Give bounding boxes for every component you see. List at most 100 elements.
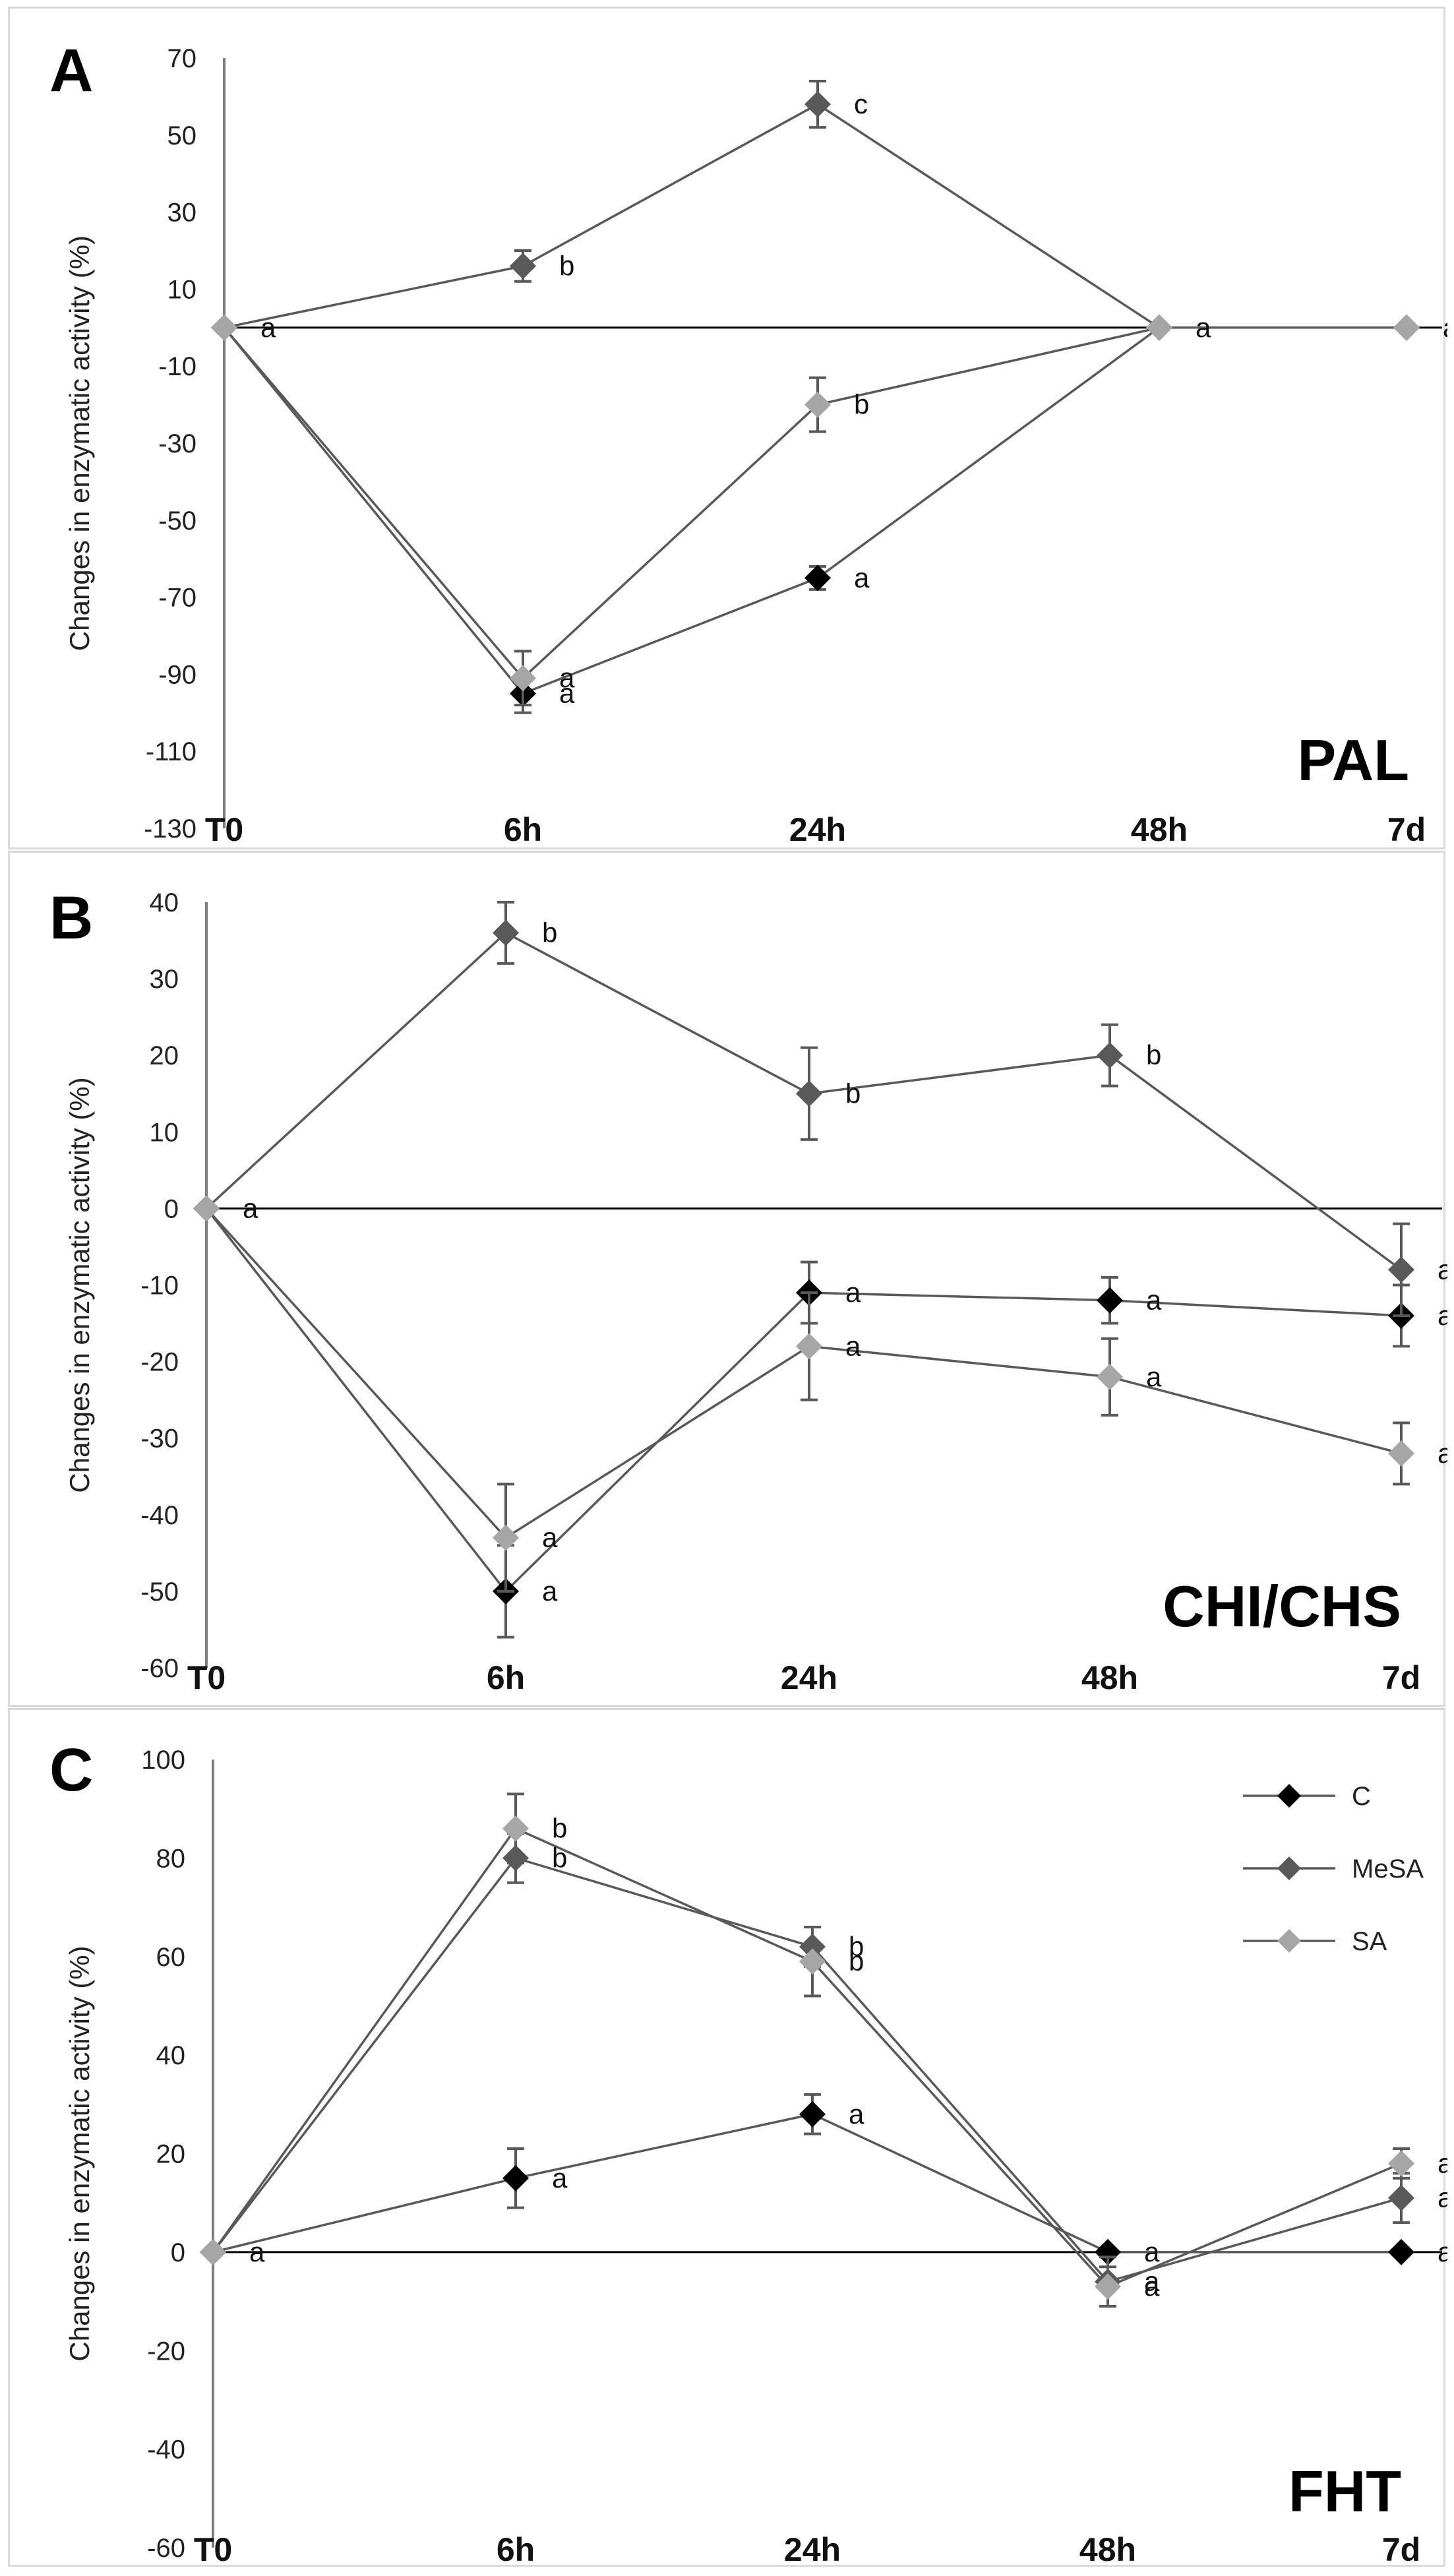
significance-letter: a — [559, 678, 575, 709]
marker-sa — [1146, 314, 1172, 341]
marker-mesa — [796, 1080, 822, 1107]
y-tick-label: -40 — [147, 2436, 185, 2465]
significance-letter: a — [1196, 312, 1211, 343]
x-tick-label: T0 — [194, 2531, 232, 2568]
marker-sa — [211, 314, 237, 341]
significance-letter: b — [854, 389, 869, 420]
x-tick-label: T0 — [187, 1659, 226, 1696]
significance-letter: b — [552, 1842, 567, 1873]
panel-letter: B — [49, 884, 93, 952]
marker-sa — [1388, 1440, 1414, 1467]
chart-panel-c: 100 80 60 40 20 0 -20 -40 -60 T0 6h 24h 48h 7d Changes… — [8, 1708, 1447, 2568]
y-tick-label: -110 — [146, 737, 197, 766]
y-tick-label: -10 — [140, 1272, 179, 1301]
x-tick-label: 24h — [781, 1659, 837, 1696]
marker-sa — [1388, 2150, 1414, 2177]
significance-letter: a — [1438, 2147, 1447, 2178]
significance-letter: a — [1146, 1285, 1162, 1316]
significance-letter: a — [1438, 2182, 1447, 2213]
x-tick-label: 7d — [1382, 1659, 1420, 1696]
chart-panel-a: 70 50 30 10 -10 -30 -50 -70 -90 -110 -130 T0 6h 24h 48… — [8, 7, 1447, 849]
significance-letter: a — [845, 1330, 861, 1361]
x-tick-label: 6h — [487, 1659, 525, 1696]
chart-title: PAL — [1298, 727, 1409, 793]
x-tick-label: 6h — [504, 811, 542, 848]
marker-c — [804, 565, 831, 592]
y-axis-title: Changes in enzymatic activity (%) — [64, 1077, 95, 1492]
marker-mesa — [804, 91, 831, 118]
x-tick-label: 48h — [1081, 1659, 1138, 1696]
legend-label: C — [1352, 1782, 1371, 1811]
significance-letter: b — [542, 917, 557, 948]
y-tick-label: 10 — [150, 1118, 179, 1147]
significance-letter: b — [845, 1078, 861, 1109]
marker-sa — [510, 665, 536, 692]
y-tick-label: 50 — [167, 121, 197, 150]
y-tick-label: -30 — [158, 429, 197, 458]
significance-letter: a — [854, 562, 870, 593]
significance-letter: a — [559, 662, 575, 693]
y-tick-label: -40 — [140, 1501, 179, 1530]
marker-mesa — [493, 919, 519, 946]
significance-letter: a — [849, 2099, 864, 2130]
y-tick-label: -90 — [158, 660, 197, 689]
significance-letter: a — [243, 1192, 258, 1223]
y-tick-label: -20 — [147, 2337, 185, 2366]
marker-sa — [1393, 314, 1420, 341]
significance-letter: a — [1146, 1361, 1162, 1392]
y-tick-label: -60 — [147, 2534, 185, 2563]
y-tick-label: 20 — [150, 1041, 179, 1070]
significance-letter: a — [1438, 1300, 1447, 1331]
legend-label: MeSA — [1352, 1855, 1424, 1884]
y-tick-label: -70 — [158, 584, 197, 613]
significance-letter: a — [249, 2236, 265, 2267]
x-tick-label: 7d — [1382, 2531, 1420, 2568]
series-line-sa — [205, 1208, 1402, 1539]
marker-mesa — [1388, 2184, 1414, 2211]
significance-letter: a — [542, 1576, 558, 1607]
y-tick-label: 70 — [167, 44, 197, 73]
x-tick-label: 48h — [1079, 2531, 1136, 2568]
significance-letter: a — [260, 312, 276, 343]
y-tick-label: -130 — [144, 814, 197, 843]
series-line-mesa — [212, 1856, 1402, 2283]
y-tick-label: 0 — [164, 1194, 179, 1223]
y-tick-label: 100 — [141, 1746, 185, 1775]
significance-letter: b — [849, 1946, 864, 1977]
x-tick-label: 7d — [1387, 811, 1426, 848]
y-tick-label: -50 — [140, 1578, 179, 1607]
marker-c — [502, 2164, 529, 2192]
marker-sa — [200, 2238, 226, 2265]
significance-letter: a — [1443, 312, 1447, 343]
y-tick-label: 40 — [156, 2041, 186, 2070]
y-tick-label: 40 — [150, 888, 179, 917]
marker-sa — [804, 391, 831, 418]
y-tick-label: 20 — [156, 2140, 186, 2169]
series-line-c — [223, 326, 1407, 695]
chart-panel-b: 40 30 20 10 0 -10 -20 -30 -40 -50 -60 T0 6h 24h 48h 7d C… — [8, 851, 1447, 1707]
series-line-sa — [212, 1827, 1402, 2288]
significance-letter: a — [552, 2162, 568, 2193]
y-tick-label: -20 — [140, 1348, 179, 1377]
legend-label: SA — [1352, 1927, 1387, 1956]
marker-mesa — [510, 253, 536, 280]
marker-c — [1388, 2238, 1414, 2265]
legend-marker-mesa — [1277, 1856, 1301, 1880]
chart-b-svg: 40 30 20 10 0 -10 -20 -30 -40 -50 -60 T0 6h 24h 48h 7d C… — [49, 884, 1447, 1696]
significance-letter: a — [1144, 2236, 1160, 2267]
chart-a-svg: 70 50 30 10 -10 -30 -50 -70 -90 -110 -130 T0 6h 24h 48… — [49, 37, 1447, 848]
significance-letter: a — [542, 1522, 558, 1553]
y-tick-label: 30 — [167, 199, 197, 228]
panel-letter: C — [49, 1736, 93, 1804]
significance-letter: a — [1144, 2266, 1160, 2297]
marker-c — [1095, 2238, 1121, 2265]
y-tick-label: -10 — [158, 352, 197, 381]
marker-c — [1097, 1287, 1123, 1314]
marker-sa — [502, 1815, 529, 1842]
significance-letter: b — [849, 1931, 864, 1962]
chart-title: FHT — [1288, 2459, 1401, 2524]
legend-marker-sa — [1277, 1929, 1301, 1953]
marker-mesa — [1097, 1042, 1123, 1069]
marker-mesa — [1388, 1256, 1414, 1283]
y-axis-title: Changes in enzymatic activity (%) — [64, 1946, 95, 2361]
